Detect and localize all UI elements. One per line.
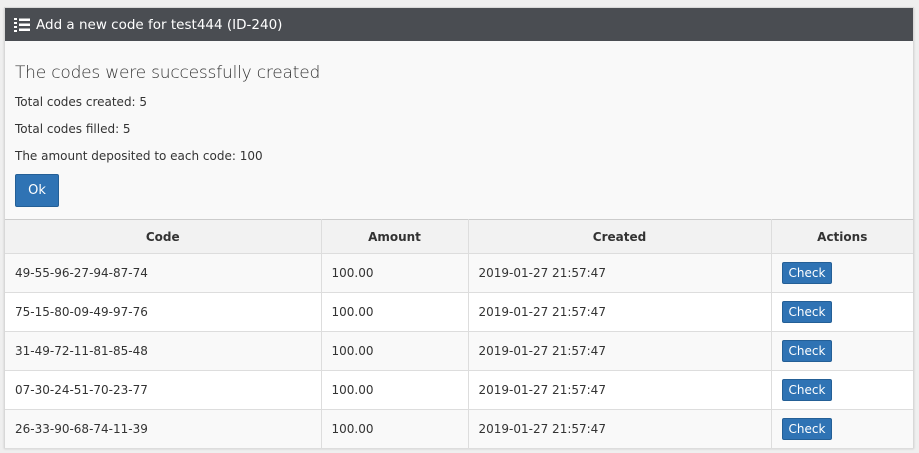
created-cell: 2019-01-27 21:57:47 <box>467 370 772 410</box>
created-cell: 2019-01-27 21:57:47 <box>467 331 772 371</box>
panel-title: Add a new code for test444 (ID-240) <box>36 16 283 33</box>
check-button[interactable]: Check <box>781 379 833 401</box>
amount-cell: 100.00 <box>320 331 469 371</box>
amount-cell: 100.00 <box>320 409 469 449</box>
check-button[interactable]: Check <box>781 340 833 362</box>
code-cell: 31-49-72-11-81-85-48 <box>5 331 322 371</box>
code-cell: 07-30-24-51-70-23-77 <box>5 370 322 410</box>
actions-cell: Check <box>770 253 913 293</box>
col-created: Created <box>467 219 772 254</box>
table-row: 75-15-80-09-49-97-76 100.00 2019-01-27 2… <box>5 292 913 332</box>
ok-button[interactable]: Ok <box>15 174 59 207</box>
col-amount: Amount <box>320 219 469 254</box>
amount-deposited: The amount deposited to each code: 100 <box>15 149 263 163</box>
table-row: 31-49-72-11-81-85-48 100.00 2019-01-27 2… <box>5 331 913 371</box>
total-created: Total codes created: 5 <box>15 95 148 109</box>
col-actions: Actions <box>770 219 913 254</box>
actions-cell: Check <box>770 331 913 371</box>
amount-cell: 100.00 <box>320 292 469 332</box>
check-button[interactable]: Check <box>781 418 833 440</box>
amount-cell: 100.00 <box>320 253 469 293</box>
success-heading: The codes were successfully created <box>15 63 321 83</box>
code-cell: 75-15-80-09-49-97-76 <box>5 292 322 332</box>
check-button[interactable]: Check <box>781 262 833 284</box>
codes-table: Code Amount Created Actions 49-55-96-27-… <box>5 219 913 449</box>
add-code-panel: Add a new code for test444 (ID-240) The … <box>4 7 914 449</box>
actions-cell: Check <box>770 292 913 332</box>
created-cell: 2019-01-27 21:57:47 <box>467 253 772 293</box>
code-cell: 49-55-96-27-94-87-74 <box>5 253 322 293</box>
table-row: 26-33-90-68-74-11-39 100.00 2019-01-27 2… <box>5 409 913 449</box>
created-cell: 2019-01-27 21:57:47 <box>467 409 772 449</box>
list-ol-icon <box>14 17 30 32</box>
code-cell: 26-33-90-68-74-11-39 <box>5 409 322 449</box>
total-filled: Total codes filled: 5 <box>15 122 131 136</box>
amount-cell: 100.00 <box>320 370 469 410</box>
panel-header: Add a new code for test444 (ID-240) <box>5 8 913 41</box>
actions-cell: Check <box>770 370 913 410</box>
created-cell: 2019-01-27 21:57:47 <box>467 292 772 332</box>
col-code: Code <box>5 219 322 254</box>
actions-cell: Check <box>770 409 913 449</box>
check-button[interactable]: Check <box>781 301 833 323</box>
table-row: 49-55-96-27-94-87-74 100.00 2019-01-27 2… <box>5 253 913 293</box>
table-row: 07-30-24-51-70-23-77 100.00 2019-01-27 2… <box>5 370 913 410</box>
